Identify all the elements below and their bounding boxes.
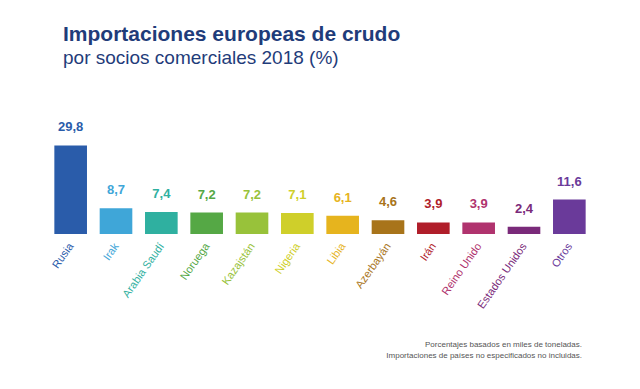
svg-text:Rusia: Rusia xyxy=(50,240,76,271)
svg-text:Azerbayán: Azerbayán xyxy=(353,241,393,291)
svg-text:Arabia Saudí: Arabia Saudí xyxy=(120,241,166,300)
svg-text:29,8: 29,8 xyxy=(58,119,83,134)
svg-text:4,6: 4,6 xyxy=(379,194,397,209)
svg-text:Nigeria: Nigeria xyxy=(272,240,302,276)
svg-text:Noruega: Noruega xyxy=(178,240,213,282)
svg-text:Kazajstán: Kazajstán xyxy=(219,241,257,287)
svg-text:11,6: 11,6 xyxy=(557,174,582,189)
svg-text:Porcentajes basados en miles d: Porcentajes basados en miles de tonelada… xyxy=(425,340,582,349)
svg-text:Irán: Irán xyxy=(418,241,439,263)
svg-text:7,2: 7,2 xyxy=(198,187,216,202)
svg-text:2,4: 2,4 xyxy=(515,201,534,216)
svg-text:por socios comerciales 2018 (%: por socios comerciales 2018 (%) xyxy=(63,47,339,68)
svg-text:Reino Unido: Reino Unido xyxy=(439,241,484,297)
svg-text:3,9: 3,9 xyxy=(424,196,442,211)
svg-text:Importaciones europeas de crud: Importaciones europeas de crudo xyxy=(63,22,400,45)
svg-text:Libia: Libia xyxy=(324,240,348,267)
svg-text:7,4: 7,4 xyxy=(152,186,171,201)
svg-text:Estados Unidos: Estados Unidos xyxy=(475,240,529,310)
svg-text:6,1: 6,1 xyxy=(334,190,352,205)
svg-text:3,9: 3,9 xyxy=(470,196,488,211)
svg-text:Otros: Otros xyxy=(549,240,575,269)
svg-text:Importaciones de países no esp: Importaciones de países no especificados… xyxy=(386,351,582,360)
svg-text:Irak: Irak xyxy=(101,240,122,262)
svg-text:7,1: 7,1 xyxy=(288,187,306,202)
svg-text:8,7: 8,7 xyxy=(107,182,125,197)
svg-text:7,2: 7,2 xyxy=(243,187,261,202)
